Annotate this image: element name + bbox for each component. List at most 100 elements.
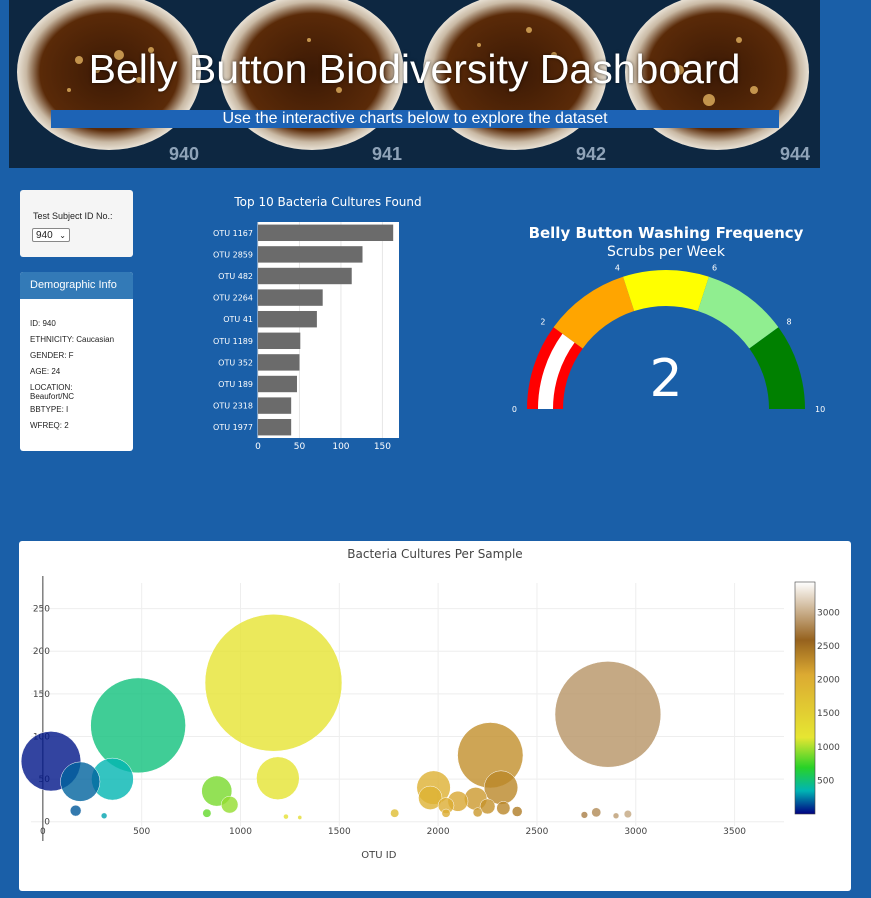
bubble — [69, 804, 82, 817]
bar — [258, 397, 292, 414]
x-tick-label: 2500 — [525, 827, 548, 837]
bubble — [479, 798, 496, 815]
demographic-item: AGE: 24 — [30, 367, 61, 376]
bar — [258, 224, 394, 242]
x-tick-label: 3500 — [723, 827, 746, 837]
y-tick-label: OTU 2859 — [213, 250, 253, 259]
demographic-item: BBTYPE: I — [30, 405, 69, 414]
plate-label: 940 — [169, 144, 199, 164]
bar — [258, 246, 363, 263]
y-tick-label: 200 — [33, 647, 50, 657]
bubble-chart-panel: Bacteria Cultures Per Sample050100150200… — [19, 541, 851, 891]
bubble — [472, 807, 483, 818]
bubble — [580, 811, 588, 819]
bubble — [90, 677, 186, 774]
gauge-band — [749, 327, 805, 409]
colorbar-tick-label: 500 — [817, 776, 834, 786]
x-tick-label: 100 — [332, 442, 349, 452]
x-tick-label: 1000 — [229, 827, 252, 837]
washing-frequency-gauge: Belly Button Washing Frequency Scrubs per… — [512, 224, 825, 414]
bubble — [441, 808, 451, 818]
bubble — [418, 785, 443, 810]
chevron-down-icon: ⌄ — [59, 231, 66, 240]
bar — [258, 289, 323, 306]
y-tick-label: OTU 1167 — [213, 229, 253, 238]
gauge-band — [623, 270, 709, 312]
gauge-value-bar — [538, 333, 575, 409]
colorbar-tick-label: 2500 — [817, 642, 840, 652]
bubble — [283, 813, 289, 820]
y-tick-label: OTU 189 — [218, 380, 253, 389]
demographic-list: ID: 940 ETHNICITY: Caucasian GENDER: F A… — [30, 316, 114, 434]
gauge-tick-label: 4 — [615, 263, 620, 272]
bar — [258, 375, 297, 393]
top10-bar-chart: Top 10 Bacteria Cultures Found 0 50 100 150 O… — [213, 195, 422, 452]
colorbar-tick-label: 1500 — [817, 709, 840, 719]
bubble — [612, 812, 620, 819]
colorbar — [794, 581, 816, 815]
x-tick-label: 3000 — [624, 827, 647, 837]
selected-subject-id: 940 — [36, 230, 53, 241]
y-tick-label: 0 — [44, 818, 50, 828]
x-tick-label: 1500 — [328, 827, 351, 837]
x-tick-label: 150 — [374, 442, 391, 452]
gauge-tick-label: 0 — [512, 405, 517, 414]
gauge-tick-label: 10 — [815, 405, 825, 414]
x-tick-label: 2000 — [427, 827, 450, 837]
plate-label: 941 — [372, 144, 402, 164]
bubble — [511, 806, 523, 817]
chart-title: Top 10 Bacteria Cultures Found — [233, 195, 421, 209]
y-tick-label: 150 — [33, 690, 50, 700]
demographic-item: LOCATION: Beaufort/NC — [30, 383, 75, 401]
bubble — [623, 810, 632, 819]
bubble — [220, 796, 239, 814]
gauge-band — [697, 276, 779, 349]
bar — [258, 418, 292, 436]
x-tick-label: 50 — [294, 442, 306, 452]
x-tick-label: 500 — [133, 827, 150, 837]
chart-title: Bacteria Cultures Per Sample — [347, 547, 522, 561]
subject-id-select[interactable]: 940 ⌄ — [32, 228, 70, 242]
page-title: Belly Button Biodiversity Dashboard — [88, 46, 741, 92]
gauge-tick-label: 2 — [540, 317, 545, 326]
bubble — [297, 815, 303, 820]
subject-selector-panel: Test Subject ID No.: 940 ⌄ — [20, 190, 133, 257]
gauge-tick-label: 6 — [712, 263, 717, 272]
bubble-chart: Bacteria Cultures Per Sample050100150200… — [20, 547, 840, 861]
bubble — [591, 807, 602, 818]
y-tick-label: OTU 2318 — [213, 402, 253, 411]
bar — [258, 310, 317, 328]
x-tick-label: 0 — [255, 442, 261, 452]
gauge-tick-label: 8 — [787, 317, 792, 326]
page-subtitle: Use the interactive charts below to expl… — [51, 110, 779, 128]
plate-label: 942 — [576, 144, 606, 164]
y-tick-label: OTU 1189 — [213, 337, 253, 346]
gauge-title: Belly Button Washing Frequency — [529, 224, 804, 242]
demographic-item: WFREQ: 2 — [30, 421, 69, 430]
y-tick-label: OTU 352 — [218, 358, 253, 367]
y-tick-label: OTU 2264 — [213, 294, 253, 303]
y-tick-label: OTU 1977 — [213, 423, 253, 432]
bar — [258, 332, 301, 350]
demographic-item: GENDER: F — [30, 351, 74, 360]
y-tick-label: OTU 41 — [223, 315, 253, 324]
bubble — [256, 756, 300, 800]
bar — [258, 354, 300, 371]
y-tick-label: OTU 482 — [218, 272, 253, 281]
bubble — [100, 812, 108, 819]
gauge-band — [553, 276, 635, 349]
bubble — [496, 801, 511, 816]
x-axis-label: OTU ID — [361, 850, 396, 861]
demographic-item: ETHNICITY: Caucasian — [30, 335, 115, 344]
colorbar-tick-label: 2000 — [817, 676, 840, 686]
bubble — [204, 614, 343, 752]
bar — [258, 267, 352, 285]
subject-selector-label: Test Subject ID No.: — [33, 211, 113, 221]
bubble — [390, 808, 400, 818]
y-tick-label: 250 — [33, 605, 50, 615]
plate-label: 944 — [780, 144, 810, 164]
header-banner: 940 941 942 944 Belly Button Biodiversit… — [9, 0, 820, 168]
demographic-panel: Demographic Info ID: 940 ETHNICITY: Cauc… — [20, 272, 133, 451]
demographic-heading: Demographic Info — [20, 272, 133, 299]
colorbar-tick-label: 3000 — [817, 608, 840, 618]
